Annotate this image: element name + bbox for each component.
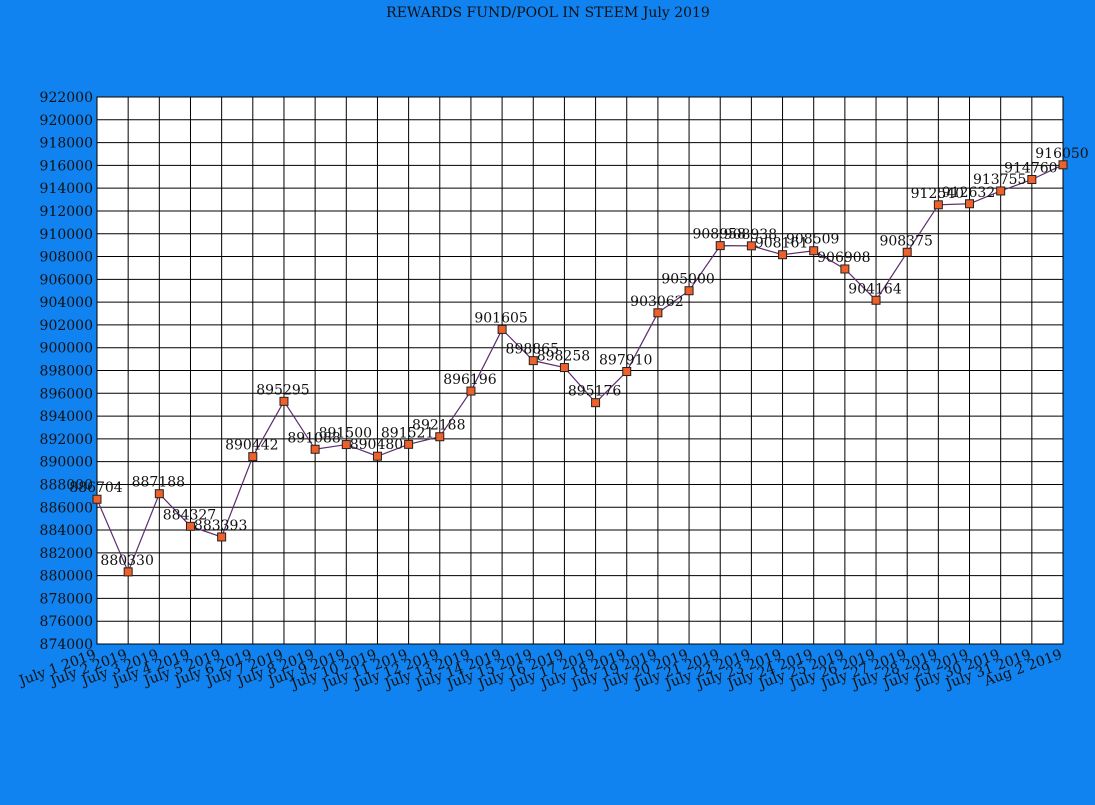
- data-label: 895176: [568, 384, 622, 400]
- y-tick-label: 912000: [40, 204, 93, 220]
- data-label: 912632: [942, 185, 995, 201]
- data-point: [372, 451, 382, 461]
- data-label: 892188: [412, 418, 465, 434]
- data-point: [684, 286, 694, 296]
- data-point: [341, 440, 351, 450]
- data-point: [809, 246, 819, 256]
- data-label: 908938: [724, 227, 777, 243]
- y-tick-label: 884000: [40, 523, 93, 539]
- data-point: [435, 432, 445, 442]
- data-label: 904164: [848, 281, 902, 297]
- data-point: [559, 363, 569, 373]
- data-point: [1027, 175, 1037, 185]
- data-label: 908509: [786, 232, 839, 248]
- data-point: [622, 367, 632, 377]
- data-label: 903062: [630, 294, 683, 310]
- data-label: 906908: [817, 250, 870, 266]
- data-label: 908958: [692, 227, 745, 243]
- data-point: [871, 295, 881, 305]
- data-label: 905000: [661, 272, 714, 288]
- data-point: [185, 521, 195, 531]
- data-label: 908375: [879, 233, 932, 249]
- data-point: [715, 241, 725, 251]
- y-tick-label: 880000: [40, 569, 93, 585]
- y-tick-label: 914000: [40, 181, 93, 197]
- y-tick-label: 888000: [40, 477, 93, 493]
- data-point: [902, 247, 912, 257]
- y-tick-label: 916000: [40, 158, 93, 174]
- y-tick-label: 878000: [40, 591, 93, 607]
- y-tick-label: 896000: [40, 386, 93, 402]
- data-label: 897910: [599, 353, 652, 369]
- data-point: [248, 452, 258, 462]
- chart-title: REWARDS FUND/POOL IN STEEM July 2019: [386, 5, 710, 21]
- y-tick-label: 918000: [40, 136, 93, 152]
- data-point: [778, 250, 788, 260]
- y-tick-label: 910000: [40, 227, 93, 243]
- data-point: [653, 308, 663, 318]
- data-point: [497, 324, 507, 334]
- data-label: 912540: [911, 186, 964, 202]
- data-point: [92, 494, 102, 504]
- data-point: [123, 567, 133, 577]
- data-label: 908161: [755, 236, 808, 252]
- data-point: [466, 386, 476, 396]
- data-point: [310, 444, 320, 454]
- data-label: 890480: [350, 437, 403, 453]
- y-tick-label: 894000: [40, 409, 93, 425]
- y-tick-label: 902000: [40, 318, 93, 334]
- data-label: 898865: [506, 342, 559, 358]
- y-tick-label: 922000: [40, 90, 93, 106]
- data-point: [933, 200, 943, 210]
- data-label: 901605: [474, 310, 527, 326]
- data-point: [217, 532, 227, 542]
- data-label: 914760: [1004, 161, 1057, 177]
- data-label: 883393: [194, 518, 247, 534]
- data-label: 886704: [69, 480, 123, 496]
- data-point: [528, 356, 538, 366]
- y-tick-label: 882000: [40, 546, 93, 562]
- data-point: [840, 264, 850, 274]
- y-tick-label: 906000: [40, 272, 93, 288]
- data-point: [591, 398, 601, 408]
- data-label: 887188: [132, 475, 185, 491]
- data-point: [1058, 160, 1068, 170]
- data-label: 916050: [1035, 146, 1088, 162]
- y-tick-label: 920000: [40, 113, 93, 129]
- data-label: 891500: [319, 426, 372, 442]
- data-label: 891088: [287, 430, 340, 446]
- data-point: [279, 396, 289, 406]
- data-label: 896196: [443, 372, 497, 388]
- data-point: [965, 199, 975, 209]
- y-tick-label: 900000: [40, 341, 93, 357]
- y-tick-label: 892000: [40, 432, 93, 448]
- y-tick-label: 890000: [40, 455, 93, 471]
- series-line: [96, 164, 1064, 574]
- data-label: 891521: [381, 425, 434, 441]
- data-label: 898258: [537, 349, 590, 365]
- data-label: 913755: [973, 172, 1026, 188]
- y-tick-label: 886000: [40, 500, 93, 516]
- data-label: 884327: [163, 507, 216, 523]
- data-point: [996, 186, 1006, 196]
- y-tick-label: 904000: [40, 295, 93, 311]
- data-point: [404, 439, 414, 449]
- data-label: 895295: [256, 382, 309, 398]
- y-tick-label: 876000: [40, 614, 93, 630]
- y-tick-label: 874000: [40, 637, 93, 653]
- data-label: 890442: [225, 438, 278, 454]
- data-label: 880330: [100, 553, 153, 569]
- y-tick-label: 908000: [40, 250, 93, 266]
- data-point: [746, 241, 756, 251]
- data-point: [154, 489, 164, 499]
- y-tick-label: 898000: [40, 364, 93, 380]
